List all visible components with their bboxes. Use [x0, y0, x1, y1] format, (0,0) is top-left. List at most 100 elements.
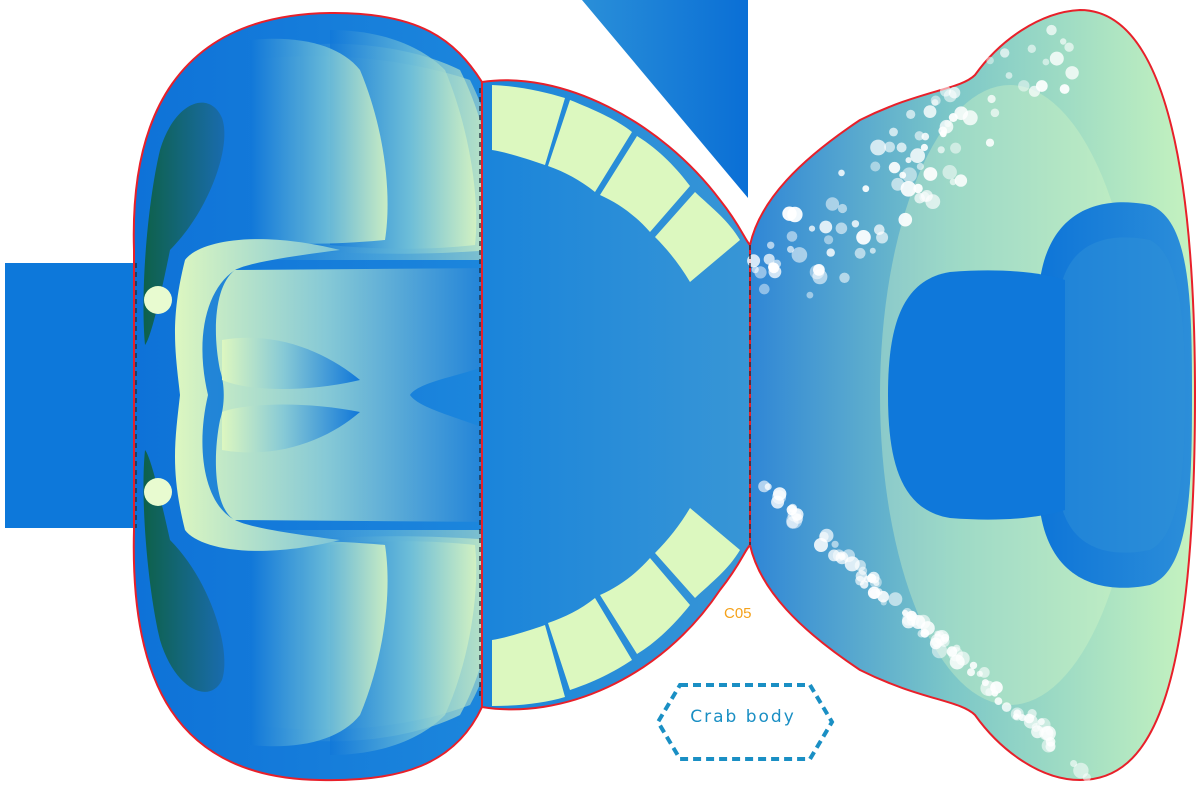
white-spot	[889, 162, 900, 173]
white-spot	[940, 130, 947, 137]
white-spot	[897, 143, 907, 153]
white-spot	[980, 681, 995, 696]
white-spot	[950, 179, 957, 186]
white-spot	[1050, 52, 1064, 66]
white-spot	[934, 631, 940, 637]
white-spot	[967, 668, 975, 676]
white-spot	[943, 165, 957, 179]
white-spot	[902, 167, 917, 182]
white-spot	[916, 615, 930, 629]
white-spot	[979, 667, 990, 678]
white-spot	[870, 140, 886, 156]
shell-disc-inner	[1060, 237, 1185, 552]
white-spot	[1046, 742, 1056, 752]
white-spot	[791, 508, 803, 520]
white-spot	[1065, 66, 1078, 79]
white-spot	[986, 139, 994, 147]
white-spot	[1046, 728, 1053, 735]
white-spot	[884, 142, 895, 153]
white-spot	[924, 167, 938, 181]
white-spot	[813, 264, 825, 276]
white-spot	[1028, 45, 1036, 53]
white-spot	[917, 163, 924, 170]
white-spot	[1060, 84, 1070, 94]
white-spot	[910, 148, 925, 163]
white-spot	[868, 572, 880, 584]
white-spot	[787, 231, 798, 242]
white-spot	[836, 552, 849, 565]
eye-dot-bottom	[144, 478, 172, 506]
white-spot	[767, 242, 774, 249]
white-spot	[1036, 80, 1048, 92]
white-spot	[1083, 773, 1091, 781]
white-spot	[856, 570, 867, 581]
white-spot	[970, 662, 977, 669]
part-code-label: C05	[724, 605, 752, 622]
white-spot	[988, 95, 996, 103]
white-spot	[809, 226, 815, 232]
eye-dot-top	[144, 286, 172, 314]
white-spot	[889, 592, 903, 606]
white-spot	[938, 146, 945, 153]
white-spot	[889, 128, 898, 137]
white-spot	[856, 230, 871, 245]
white-spot	[782, 207, 796, 221]
white-spot	[920, 629, 929, 638]
white-spot	[807, 292, 814, 299]
white-spot	[869, 589, 879, 599]
white-spot	[944, 90, 957, 103]
white-spot	[832, 541, 839, 548]
white-spot	[1006, 72, 1013, 79]
white-spot	[1064, 43, 1073, 52]
white-spot	[949, 113, 958, 122]
white-spot	[852, 220, 859, 227]
white-spot	[839, 273, 849, 283]
white-spot	[764, 254, 775, 265]
white-spot	[915, 131, 924, 140]
white-spot	[991, 109, 1000, 118]
white-spot	[772, 490, 786, 504]
white-spot	[759, 284, 770, 295]
shell-dome	[888, 270, 1065, 519]
white-spot	[899, 213, 913, 227]
white-spot	[906, 611, 917, 622]
white-spot	[758, 481, 770, 493]
white-spot	[747, 254, 760, 267]
white-spot	[1018, 80, 1029, 91]
white-spot	[901, 181, 917, 197]
white-spot	[819, 532, 829, 542]
white-spot	[1024, 715, 1038, 729]
white-spot	[1070, 760, 1077, 767]
white-spot	[1002, 702, 1012, 712]
white-spot	[924, 105, 937, 118]
white-spot	[953, 645, 960, 652]
white-spot	[838, 170, 845, 177]
white-spot	[1013, 713, 1019, 719]
white-spot	[870, 248, 876, 254]
white-spot	[932, 99, 939, 106]
white-spot	[932, 643, 947, 658]
white-spot	[1043, 59, 1050, 66]
part-name-label: Crab body	[662, 707, 824, 727]
white-spot	[906, 110, 915, 119]
white-spot	[955, 174, 967, 186]
white-spot	[944, 120, 951, 127]
white-spot	[950, 655, 965, 670]
white-spot	[986, 57, 994, 65]
white-spot	[995, 697, 1003, 705]
white-spot	[870, 162, 880, 172]
white-spot	[874, 224, 885, 235]
white-spot	[1090, 781, 1099, 785]
white-spot	[787, 246, 794, 253]
white-spot	[827, 248, 835, 256]
white-spot	[1060, 38, 1066, 44]
white-spot	[752, 266, 759, 273]
white-spot	[919, 192, 929, 202]
white-spot	[1046, 25, 1056, 35]
white-spot	[836, 223, 848, 235]
white-spot	[950, 143, 961, 154]
white-spot	[819, 221, 832, 234]
white-spot	[824, 235, 833, 244]
white-spot	[826, 197, 839, 210]
